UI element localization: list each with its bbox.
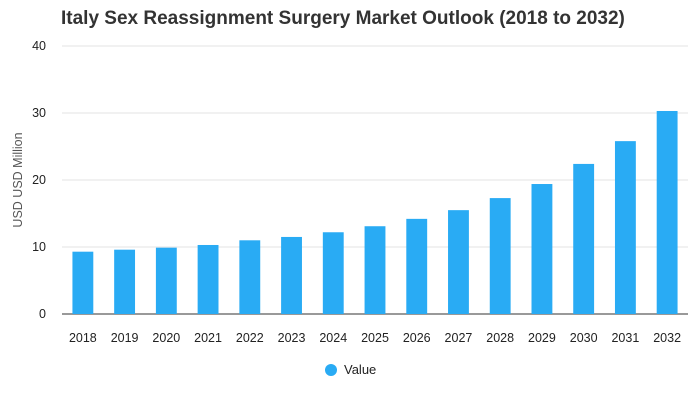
x-tick-label-2020: 2020 xyxy=(152,331,180,345)
x-tick-label-2031: 2031 xyxy=(611,331,639,345)
bar-2029[interactable] xyxy=(531,184,553,314)
x-tick-label-2032: 2032 xyxy=(653,331,681,345)
x-tick-label-2025: 2025 xyxy=(361,331,389,345)
x-tick-label-2018: 2018 xyxy=(69,331,97,345)
y-tick-label: 20 xyxy=(32,173,46,187)
x-tick-label-2019: 2019 xyxy=(111,331,139,345)
bar-2025[interactable] xyxy=(364,226,386,314)
y-tick-label: 10 xyxy=(32,240,46,254)
bar-2027[interactable] xyxy=(448,210,469,314)
bar-2021[interactable] xyxy=(197,244,219,314)
bar-2032[interactable] xyxy=(656,110,678,315)
bar-2018[interactable] xyxy=(72,251,94,314)
x-axis-ticks: 2018 2019 2020 2021 2022 2023 2024 2025 2026 2027… xyxy=(69,331,681,345)
chart-title: Italy Sex Reassignment Surgery Market Ou… xyxy=(61,8,625,29)
legend[interactable]: Value xyxy=(325,362,376,377)
bar-2022[interactable] xyxy=(239,240,261,314)
x-tick-label-2024: 2024 xyxy=(319,331,347,345)
x-tick-label-2030: 2030 xyxy=(570,331,598,345)
x-tick-label-2022: 2022 xyxy=(236,331,264,345)
x-tick-label-2026: 2026 xyxy=(403,331,431,345)
legend-swatch-value xyxy=(325,363,337,376)
bars xyxy=(72,110,678,315)
x-tick-label-2028: 2028 xyxy=(486,331,514,345)
bar-2020[interactable] xyxy=(155,247,177,314)
x-tick-label-2029: 2029 xyxy=(528,331,556,345)
y-tick-label: 0 xyxy=(39,307,46,321)
y-axis-title: USD USD Million xyxy=(11,132,25,227)
bar-2030[interactable] xyxy=(573,163,595,314)
x-tick-label-2027: 2027 xyxy=(445,331,473,345)
bar-2024[interactable] xyxy=(322,232,344,314)
legend-label-value: Value xyxy=(344,362,377,377)
y-tick-label: 30 xyxy=(32,106,46,120)
bar-2023[interactable] xyxy=(281,236,302,314)
bar-2028[interactable] xyxy=(489,198,511,314)
bar-2019[interactable] xyxy=(114,249,136,314)
x-tick-label-2021: 2021 xyxy=(194,331,222,345)
x-tick-label-2023: 2023 xyxy=(278,331,306,345)
y-axis-ticks: 0 10 20 30 40 xyxy=(32,39,46,321)
bar-2031[interactable] xyxy=(614,141,636,314)
y-tick-label: 40 xyxy=(32,39,46,53)
bar-2026[interactable] xyxy=(406,218,428,314)
